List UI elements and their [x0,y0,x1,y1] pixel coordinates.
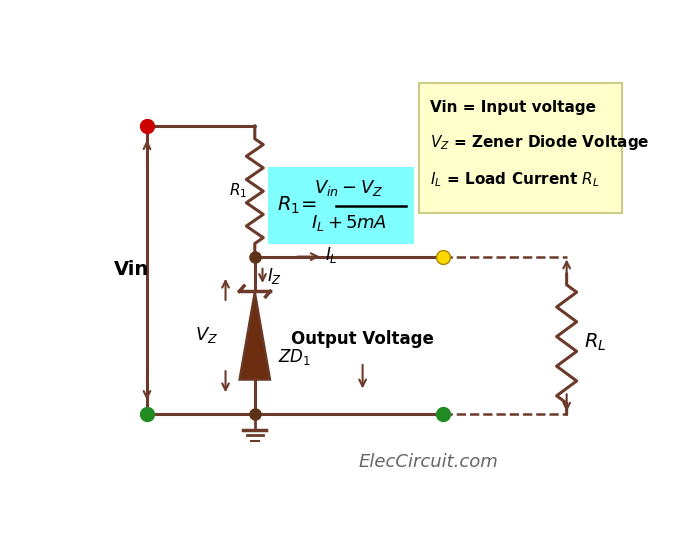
Text: Vin: Vin [114,260,149,279]
Text: $ZD_1$: $ZD_1$ [278,347,311,366]
FancyBboxPatch shape [419,83,622,213]
Text: $V_Z$: $V_Z$ [195,325,218,345]
Text: Vin = Input voltage: Vin = Input voltage [430,101,596,115]
Text: $I_L$: $I_L$ [325,245,337,265]
FancyBboxPatch shape [268,167,414,245]
Text: $I_L$ = Load Current $R_L$: $I_L$ = Load Current $R_L$ [430,170,599,189]
Text: $V_{in} - V_Z$: $V_{in} - V_Z$ [314,178,384,198]
Text: $R_L$: $R_L$ [584,332,606,353]
Text: ElecCircuit.com: ElecCircuit.com [358,453,498,471]
Text: $I_Z$: $I_Z$ [267,266,282,286]
Text: Output Voltage: Output Voltage [291,330,434,348]
Text: $V_Z$ = Zener Diode Voltage: $V_Z$ = Zener Diode Voltage [430,133,649,152]
Text: $R_1\! =$: $R_1\! =$ [277,195,317,217]
Text: $I_L + 5mA$: $I_L + 5mA$ [311,213,386,234]
Polygon shape [239,292,270,380]
Text: $R_1$: $R_1$ [229,182,247,201]
